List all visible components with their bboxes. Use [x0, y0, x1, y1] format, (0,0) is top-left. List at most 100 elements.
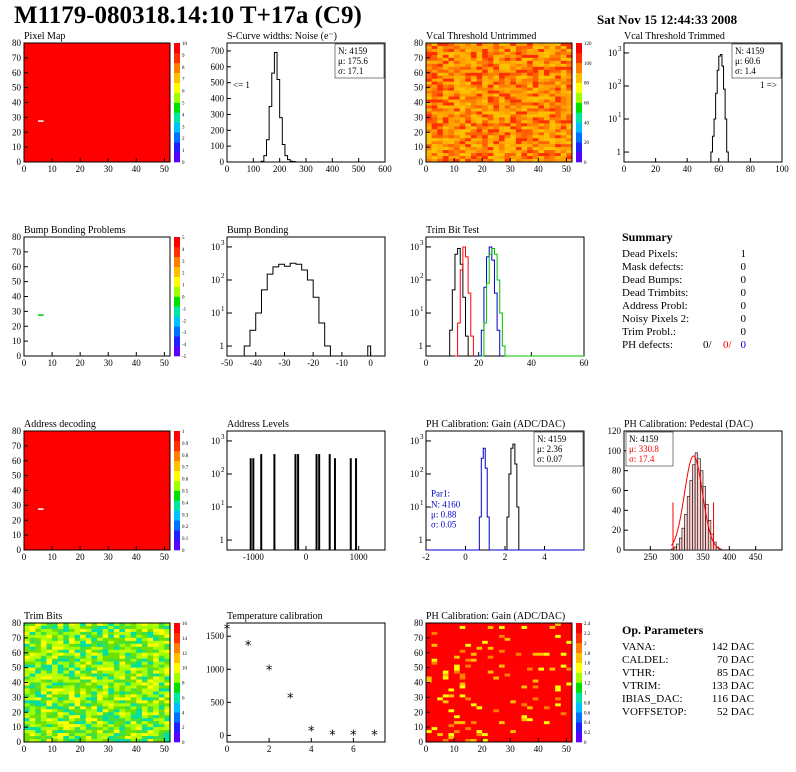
heatmap-cell: [431, 60, 438, 65]
y-tick-label: 80: [12, 232, 22, 242]
heatmap-cell: [521, 655, 528, 659]
x-tick-label: 500: [352, 164, 366, 174]
heatmap-cell: [560, 733, 567, 737]
colorbar-segment: [174, 102, 180, 113]
heatmap-cell: [57, 637, 64, 642]
colorbar-label: 8: [182, 682, 185, 687]
heatmap-cell: [465, 43, 472, 47]
heatmap-cell: [470, 664, 477, 668]
heatmap-cell: [532, 141, 539, 145]
heatmap-cell: [543, 625, 550, 630]
heatmap-cell: [158, 712, 165, 716]
heatmap-cell: [158, 676, 165, 680]
x-tick-label: 400: [326, 164, 340, 174]
heatmap-cell: [119, 673, 126, 677]
x-tick-label: 0: [424, 744, 429, 754]
heatmap-cell: [465, 670, 472, 674]
heatmap-cell: [57, 625, 64, 630]
heatmap-cell: [532, 646, 539, 651]
x-tick-label: 20: [76, 552, 86, 562]
heatmap-cell: [560, 685, 567, 689]
heatmap-cell: [40, 649, 47, 654]
heatmap-cell: [63, 697, 70, 701]
heatmap-cell: [153, 670, 160, 674]
colorbar-label: 16: [182, 622, 188, 627]
heatmap-cell: [470, 84, 477, 88]
heatmap-cell: [437, 45, 444, 50]
heatmap-cell: [499, 126, 505, 130]
y-tick-label: 10: [414, 722, 424, 732]
heatmap-cell: [566, 623, 573, 627]
heatmap-cell: [74, 700, 81, 704]
heatmap-cell: [476, 66, 483, 71]
heatmap-cell: [85, 652, 92, 657]
heatmap-cell: [515, 718, 522, 722]
heatmap-cell: [510, 159, 517, 163]
x-tick-label: -40: [250, 358, 262, 368]
heatmap-cell: [515, 69, 522, 74]
heatmap-cell: [52, 724, 58, 728]
heatmap-cell: [136, 658, 143, 662]
x-tick-label: 20: [474, 358, 484, 368]
heatmap-cell: [549, 144, 556, 148]
heatmap-cell: [560, 45, 567, 50]
heatmap-cell: [566, 75, 573, 79]
heatmap-cell: [102, 730, 109, 734]
heatmap-cell: [487, 721, 494, 725]
heatmap-cell: [448, 637, 455, 642]
heatmap-cell: [510, 688, 517, 692]
heatmap-cell: [515, 93, 522, 97]
heatmap-cell: [510, 733, 517, 737]
heatmap-cell: [35, 637, 42, 642]
colorbar-label: 1.6: [584, 662, 591, 667]
heatmap-cell: [527, 159, 533, 163]
heatmap-cell: [448, 661, 455, 665]
heatmap-cell: [164, 718, 171, 722]
heatmap-cell: [560, 700, 567, 704]
heatmap-cell: [24, 712, 30, 716]
heatmap-cell: [63, 670, 70, 674]
heatmap-cell: [532, 93, 539, 97]
x-tick-label: 300: [299, 164, 313, 174]
x-tick-label: 40: [527, 358, 537, 368]
heatmap-cell: [91, 658, 98, 662]
heatmap-cell: [63, 736, 70, 740]
heatmap-cell: [158, 623, 165, 627]
heatmap-cell: [527, 688, 533, 692]
y-tick-label: 80: [414, 38, 424, 48]
heatmap-cell: [532, 724, 539, 728]
heatmap-cell: [470, 51, 477, 56]
heatmap-cell: [493, 694, 500, 698]
heatmap-cell: [97, 730, 103, 734]
colorbar-segment: [174, 490, 180, 501]
heatmap-cell: [437, 697, 444, 701]
heatmap-cell: [52, 709, 58, 713]
data-point: *: [245, 639, 252, 654]
heatmap-cell: [515, 138, 522, 142]
heatmap-cell: [448, 57, 455, 62]
heatmap-cell: [158, 643, 165, 648]
heatmap-cell: [40, 676, 47, 680]
heatmap-cell: [560, 721, 567, 725]
heatmap-cell: [74, 706, 81, 710]
heatmap-cell: [52, 640, 58, 645]
colorbar-segment: [174, 346, 180, 357]
heatmap-cell: [555, 81, 562, 85]
heatmap-cell: [437, 87, 444, 91]
heatmap-cell: [560, 736, 567, 740]
heatmap-cell: [130, 688, 137, 692]
heatmap-cell: [532, 703, 539, 707]
heatmap-cell: [499, 643, 505, 648]
heatmap-cell: [521, 691, 528, 695]
heatmap-cell: [560, 156, 567, 160]
heatmap-cell: [91, 664, 98, 668]
y-tick-label: 0: [17, 157, 22, 167]
heatmap-cell: [504, 721, 511, 725]
heatmap-cell: [476, 153, 483, 157]
heatmap-cell: [515, 48, 522, 53]
heatmap-cell: [431, 688, 438, 692]
heatmap-cell: [442, 739, 449, 743]
heatmap-cell: [119, 664, 126, 668]
heatmap-cell: [164, 631, 171, 636]
heatmap-cell: [527, 664, 533, 668]
